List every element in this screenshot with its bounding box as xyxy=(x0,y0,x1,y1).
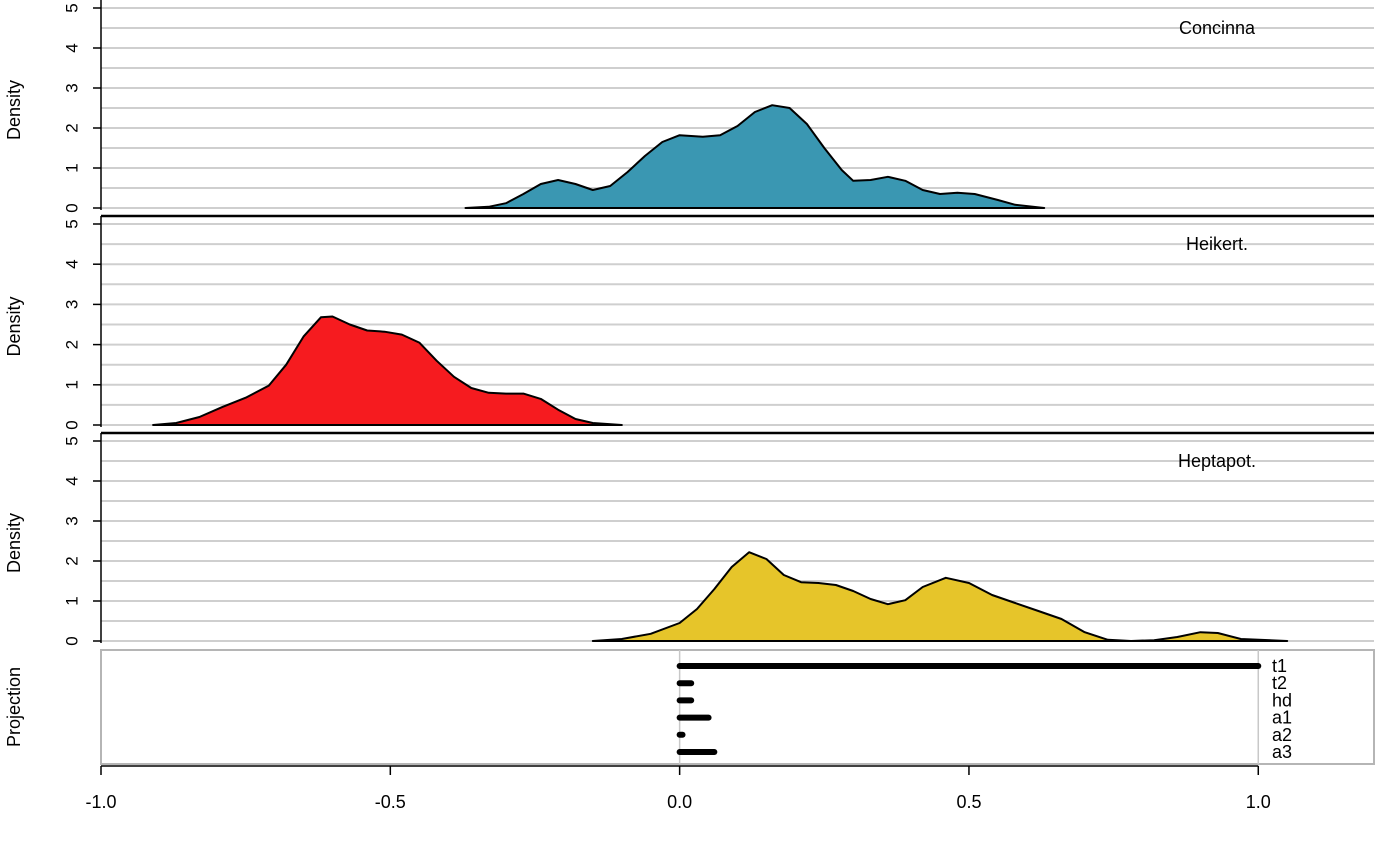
y-tick-label: 1 xyxy=(63,380,82,389)
y-tick-label: 4 xyxy=(63,43,82,52)
y-tick-label: 3 xyxy=(63,300,82,309)
panel-title: Heikert. xyxy=(1186,234,1248,254)
panel-title: Concinna xyxy=(1179,18,1256,38)
projection-axis-label: Projection xyxy=(4,667,24,747)
x-tick-label: 1.0 xyxy=(1246,792,1271,812)
y-axis-label: Density xyxy=(4,80,24,140)
y-tick-label: 5 xyxy=(63,436,82,445)
x-tick-label: 0.5 xyxy=(956,792,981,812)
y-tick-label: 0 xyxy=(63,636,82,645)
projection-label: a3 xyxy=(1272,742,1292,762)
x-tick-label: 0.0 xyxy=(667,792,692,812)
projection-label: hd xyxy=(1272,690,1292,710)
y-tick-label: 0 xyxy=(63,203,82,212)
y-tick-label: 5 xyxy=(63,219,82,228)
y-axis-label: Density xyxy=(4,296,24,356)
density-area-concinna xyxy=(464,104,1046,209)
y-tick-label: 3 xyxy=(63,83,82,92)
density-area-heikert xyxy=(152,315,623,426)
y-tick-label: 1 xyxy=(63,596,82,605)
y-tick-label: 3 xyxy=(63,516,82,525)
density-area-heptapot xyxy=(591,551,1289,642)
x-tick-label: -0.5 xyxy=(375,792,406,812)
y-tick-label: 4 xyxy=(63,259,82,268)
y-tick-label: 0 xyxy=(63,420,82,429)
projection-label: a1 xyxy=(1272,708,1292,728)
x-tick-label: -1.0 xyxy=(85,792,116,812)
y-tick-label: 2 xyxy=(63,123,82,132)
projection-box xyxy=(100,649,1375,765)
projection-label: t2 xyxy=(1272,673,1287,693)
y-tick-label: 4 xyxy=(63,476,82,485)
panel-title: Heptapot. xyxy=(1178,451,1256,471)
y-tick-label: 2 xyxy=(63,556,82,565)
projection-label: t1 xyxy=(1272,656,1287,676)
y-tick-label: 2 xyxy=(63,340,82,349)
projection-label: a2 xyxy=(1272,725,1292,745)
y-tick-label: 5 xyxy=(63,3,82,12)
y-tick-label: 1 xyxy=(63,163,82,172)
y-axis-label: Density xyxy=(4,513,24,573)
